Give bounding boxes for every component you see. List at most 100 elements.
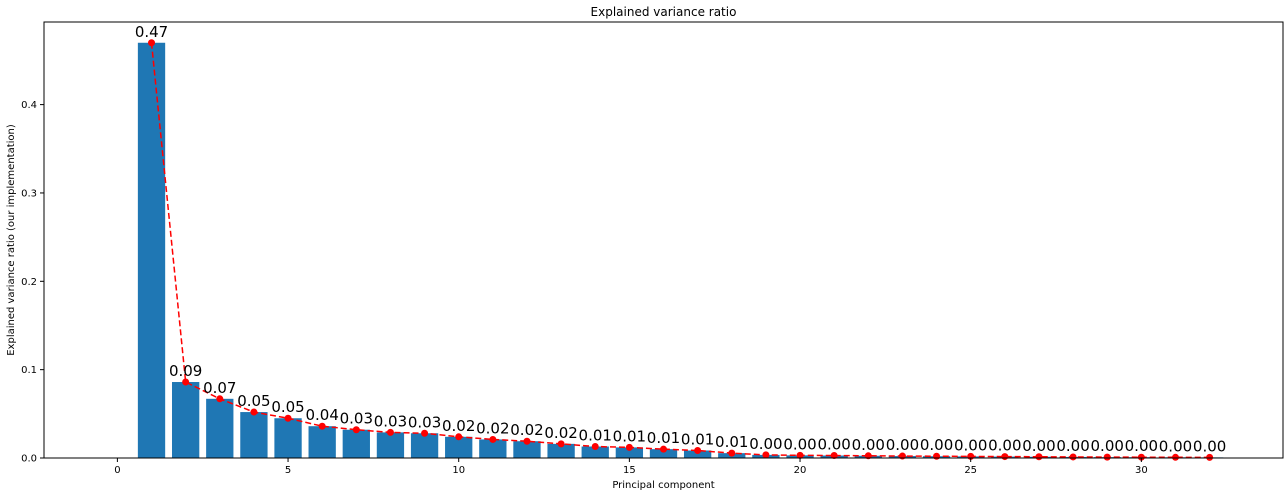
- y-tick-label: 0.2: [21, 277, 37, 288]
- y-tick-label: 0.1: [21, 365, 37, 376]
- data-label-pc-7: 0.03: [340, 410, 373, 428]
- bar-pc-5: [274, 418, 302, 458]
- point-marker-pc-31: [1171, 453, 1179, 461]
- point-marker-pc-6: [318, 422, 326, 430]
- point-marker-pc-19: [762, 451, 770, 459]
- chart-title: Explained variance ratio: [591, 5, 737, 19]
- data-label-pc-20: 0.00: [783, 435, 816, 453]
- data-label-pc-2: 0.09: [169, 362, 202, 380]
- point-marker-pc-28: [1069, 453, 1077, 461]
- data-label-pc-15: 0.01: [613, 427, 646, 445]
- point-marker-pc-27: [1035, 453, 1043, 461]
- point-marker-pc-20: [796, 451, 804, 459]
- point-marker-pc-13: [557, 440, 565, 448]
- bar-pc-12: [513, 441, 541, 458]
- data-label-pc-28: 0.00: [1056, 437, 1089, 455]
- point-marker-pc-4: [250, 408, 258, 416]
- point-marker-pc-9: [421, 429, 429, 437]
- bar-pc-11: [479, 439, 507, 458]
- point-marker-pc-2: [182, 378, 190, 386]
- data-label-pc-9: 0.03: [408, 413, 441, 431]
- bar-pc-13: [547, 443, 575, 458]
- y-tick-label: 0.4: [21, 100, 37, 111]
- x-tick-label: 0: [114, 465, 120, 476]
- point-marker-pc-14: [591, 443, 599, 451]
- data-label-pc-8: 0.03: [374, 412, 407, 430]
- bar-pc-6: [308, 426, 336, 458]
- bar-pc-2: [171, 382, 200, 458]
- x-axis-label: Principal component: [612, 480, 714, 491]
- bar-pc-7: [342, 429, 370, 458]
- y-axis-label: Explained variance ratio (our implementa…: [6, 124, 17, 356]
- data-label-pc-24: 0.00: [920, 436, 953, 454]
- point-marker-pc-3: [216, 395, 224, 403]
- data-label-pc-12: 0.02: [510, 421, 543, 439]
- trend-line-layer: [148, 39, 1214, 461]
- point-marker-pc-11: [489, 435, 497, 443]
- data-label-pc-26: 0.00: [988, 437, 1021, 455]
- data-label-pc-19: 0.00: [749, 435, 782, 453]
- x-tick-label: 25: [964, 465, 977, 476]
- data-label-pc-1: 0.47: [135, 23, 168, 41]
- bar-pc-3: [206, 398, 234, 458]
- data-label-pc-11: 0.02: [476, 419, 509, 437]
- data-label-pc-17: 0.01: [681, 430, 714, 448]
- bar-pc-9: [410, 433, 439, 458]
- data-label-pc-13: 0.02: [544, 424, 577, 442]
- data-label-pc-30: 0.00: [1125, 437, 1158, 455]
- data-label-pc-10: 0.02: [442, 417, 475, 435]
- data-label-pc-29: 0.00: [1091, 437, 1124, 455]
- y-axis-ticks: 0.0 0.1 0.2 0.3 0.4: [21, 100, 44, 465]
- point-marker-pc-16: [660, 445, 667, 453]
- bar-pc-8: [376, 432, 405, 458]
- y-tick-label: 0.0: [21, 454, 37, 465]
- bar-pc-16: [649, 449, 678, 458]
- data-label-pc-4: 0.05: [237, 392, 270, 410]
- x-tick-label: 5: [285, 465, 291, 476]
- data-label-pc-3: 0.07: [203, 379, 236, 397]
- point-marker-pc-1: [148, 39, 156, 47]
- bar-pc-15: [615, 447, 644, 458]
- point-marker-pc-12: [523, 437, 531, 445]
- data-label-pc-32: 0.00: [1193, 437, 1226, 455]
- point-marker-pc-32: [1206, 453, 1214, 461]
- bar-pc-17: [683, 450, 712, 458]
- x-tick-label: 15: [623, 465, 636, 476]
- x-tick-label: 30: [1135, 465, 1148, 476]
- plot-area-frame: [43, 21, 1284, 459]
- data-label-pc-21: 0.00: [817, 436, 850, 454]
- y-tick-label: 0.3: [21, 188, 37, 199]
- bar-pc-14: [581, 446, 609, 458]
- x-tick-label: 20: [794, 465, 807, 476]
- point-marker-pc-29: [1103, 453, 1111, 461]
- data-label-pc-16: 0.01: [647, 429, 680, 447]
- data-label-pc-27: 0.00: [1022, 437, 1055, 455]
- data-label-pc-25: 0.00: [954, 436, 987, 454]
- bar-pc-4: [240, 412, 268, 458]
- point-marker-pc-21: [830, 452, 838, 460]
- data-label-pc-6: 0.04: [305, 406, 338, 424]
- point-marker-pc-15: [625, 443, 633, 451]
- bars-layer: [137, 42, 1224, 459]
- data-label-pc-14: 0.01: [579, 427, 612, 445]
- trend-line: [150, 42, 1210, 459]
- bar-pc-10: [445, 436, 473, 458]
- point-marker-pc-18: [728, 449, 736, 457]
- data-label-pc-5: 0.05: [271, 398, 304, 416]
- data-label-pc-23: 0.00: [886, 436, 919, 454]
- point-marker-pc-5: [284, 414, 292, 422]
- data-labels-layer: 0.470.090.070.05 0.05 0.04 0.03 0.03 0.03 0.02…: [135, 23, 1227, 456]
- data-label-pc-22: 0.00: [852, 436, 885, 454]
- x-axis-ticks: 0 5 10 15 20 25 30: [114, 458, 1148, 476]
- point-marker-pc-8: [386, 428, 394, 436]
- point-marker-pc-7: [352, 426, 360, 434]
- point-marker-pc-10: [455, 433, 463, 441]
- point-marker-pc-17: [694, 446, 702, 454]
- x-tick-label: 10: [452, 465, 465, 476]
- data-label-pc-31: 0.00: [1159, 437, 1192, 455]
- point-marker-pc-30: [1137, 453, 1145, 461]
- bar-pc-1: [137, 42, 166, 459]
- data-label-pc-18: 0.01: [715, 433, 748, 451]
